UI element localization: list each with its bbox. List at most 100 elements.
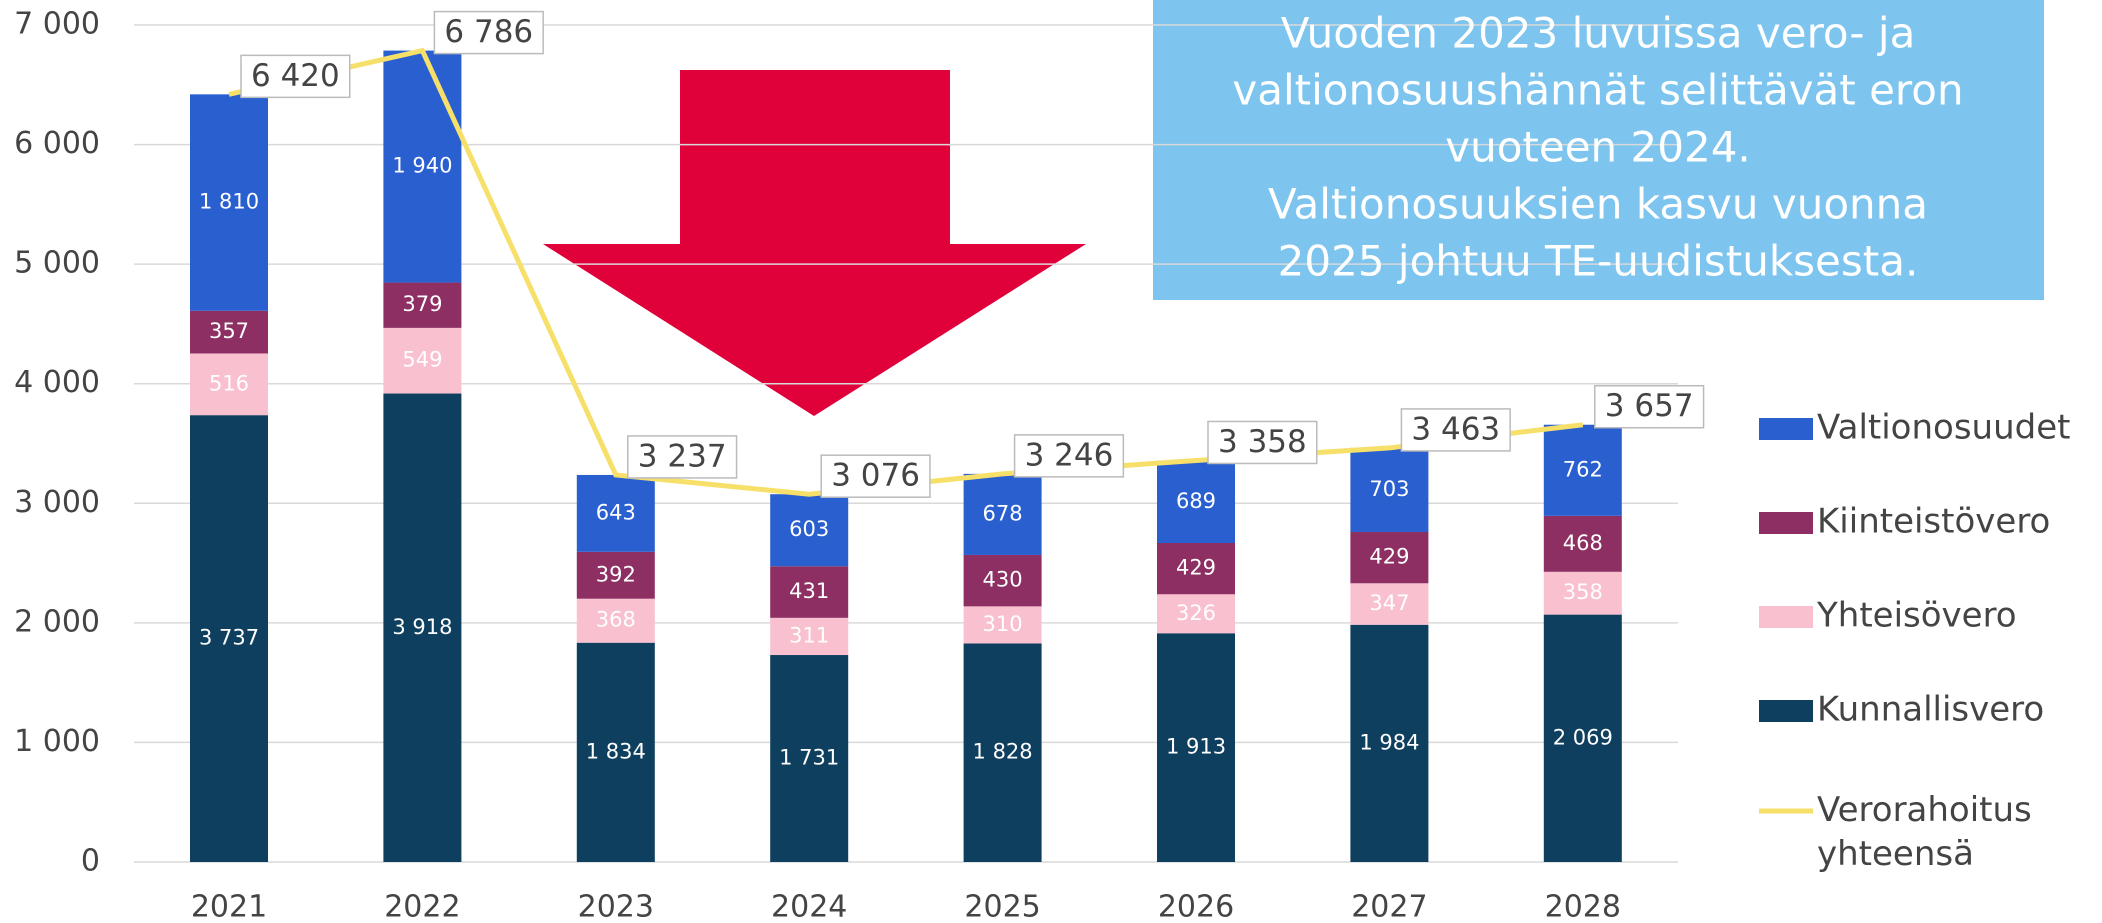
x-tick-label: 2025: [964, 890, 1040, 923]
data-label: 762: [1563, 457, 1603, 481]
line-label: 3 246: [1025, 437, 1114, 473]
line-label: 3 657: [1605, 388, 1694, 424]
data-label: 1 810: [199, 190, 259, 214]
annotation-text: Valtionosuuksien kasvu vuonna: [1268, 180, 1928, 229]
data-label: 549: [402, 348, 442, 372]
line-label-box: [1207, 420, 1318, 465]
data-label: 392: [596, 562, 636, 586]
bar-segment: [770, 655, 849, 862]
bar-segment: [1543, 614, 1622, 862]
legend-swatch: [1759, 606, 1813, 628]
bar-segment: [576, 642, 655, 862]
bar-segment: [770, 617, 849, 656]
bar-segment: [190, 353, 268, 416]
bar-segment: [576, 551, 655, 599]
line-label-box: [1400, 408, 1511, 452]
data-label: 1 984: [1359, 730, 1419, 754]
bar-segment: [383, 327, 462, 394]
bar-segment: [383, 50, 462, 283]
line-label-box: [240, 54, 351, 99]
annotation-text: 2025 johtuu TE-uudistuksesta.: [1278, 237, 1919, 286]
data-label: 311: [789, 623, 829, 647]
legend-swatch: [1759, 512, 1813, 534]
data-label: 603: [789, 517, 829, 541]
bar-segment: [770, 494, 849, 567]
bar-segment: [1157, 594, 1235, 634]
data-label: 643: [596, 500, 636, 524]
bar-segment: [963, 554, 1042, 607]
x-tick-label: 2028: [1545, 890, 1621, 923]
bar-segment: [770, 566, 849, 618]
bar-segment: [1350, 531, 1429, 584]
line-label-box: [1594, 384, 1705, 429]
down-arrow: [543, 70, 1086, 416]
x-tick-label: 2027: [1351, 890, 1427, 923]
bar-segment: [1350, 447, 1429, 532]
bar-segment: [576, 598, 655, 643]
arrow-shape: [543, 70, 1086, 416]
y-tick-label: 4 000: [14, 365, 100, 400]
bar-segment: [963, 606, 1042, 644]
data-label: 678: [983, 501, 1023, 525]
legend-label: Verorahoitus yhteensä: [1817, 790, 2032, 874]
y-tick-label: 2 000: [14, 604, 100, 639]
y-tick-label: 0: [81, 844, 100, 879]
data-label: 1 940: [392, 154, 452, 178]
line-label: 3 358: [1218, 424, 1307, 460]
line-label-box: [433, 10, 544, 55]
bar-segment: [1350, 583, 1429, 625]
bar-segment: [1157, 460, 1235, 543]
data-label: 2 069: [1553, 725, 1613, 749]
data-label: 358: [1563, 580, 1603, 604]
x-tick-label: 2022: [384, 890, 460, 923]
data-label: 1 913: [1166, 735, 1226, 759]
legend-line: yhteensä: [1817, 834, 1974, 874]
bar-segment: [1350, 624, 1429, 862]
data-label: 1 834: [586, 739, 646, 763]
annotation-text: valtionosuushännät selittävät eron: [1232, 66, 1963, 115]
data-label: 468: [1563, 531, 1603, 555]
x-tick-label: 2021: [191, 890, 267, 923]
legend-line: Verorahoitus: [1817, 790, 2032, 830]
bar-segment: [383, 393, 462, 862]
y-tick-label: 5 000: [14, 246, 100, 281]
y-tick-label: 1 000: [14, 724, 100, 759]
line-label: 6 786: [444, 14, 533, 50]
bar-segment: [1543, 424, 1622, 516]
data-label: 1 828: [973, 740, 1033, 764]
bar-segment: [963, 643, 1042, 862]
annotation-text: Vuoden 2023 luvuissa vero- ja: [1281, 9, 1916, 58]
line-label: 3 463: [1411, 411, 1500, 447]
y-tick-label: 7 000: [14, 7, 100, 42]
data-label: 703: [1369, 477, 1409, 501]
line-label: 3 076: [831, 458, 920, 494]
line-label: 6 420: [251, 58, 340, 94]
data-label: 431: [789, 579, 829, 603]
line-label-box: [1013, 434, 1125, 478]
x-tick-label: 2023: [578, 890, 654, 923]
y-tick-label: 6 000: [14, 126, 100, 161]
bar-segment: [1543, 515, 1622, 572]
legend-label: Kiinteistövero: [1817, 502, 2050, 542]
data-label: 429: [1369, 545, 1409, 569]
data-label: 368: [596, 608, 636, 632]
y-tick-label: 3 000: [14, 485, 100, 520]
annotation-text: vuoteen 2024.: [1445, 123, 1751, 172]
bar-segment: [1157, 633, 1235, 862]
data-label: 430: [983, 568, 1023, 592]
line-label-box: [820, 454, 931, 498]
legend-label: Yhteisövero: [1816, 596, 2017, 636]
bar-segment: [190, 94, 268, 311]
bar-segment: [1157, 542, 1235, 595]
legend-label: Valtionosuudet: [1817, 408, 2070, 448]
data-label: 347: [1369, 591, 1409, 615]
legend-label: Kunnallisvero: [1817, 690, 2044, 730]
legend-swatch: [1759, 700, 1813, 722]
bar-segment: [190, 310, 268, 354]
data-label: 357: [209, 319, 249, 343]
bar-segment: [383, 282, 462, 328]
data-label: 3 918: [392, 615, 452, 639]
annotation-box: [1153, 0, 2044, 300]
bar-segment: [1543, 571, 1622, 615]
